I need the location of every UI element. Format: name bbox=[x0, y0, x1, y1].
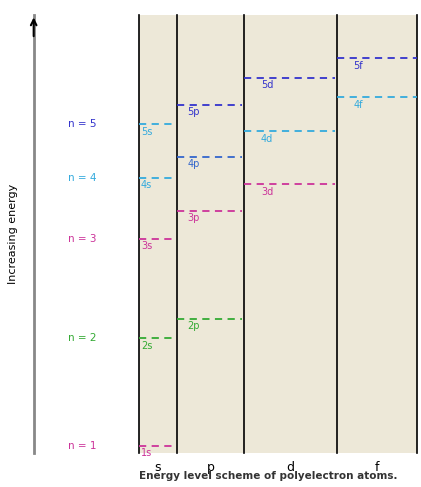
Text: Energy level scheme of polyelectron atoms.: Energy level scheme of polyelectron atom… bbox=[139, 471, 397, 481]
Text: n = 2: n = 2 bbox=[68, 334, 97, 343]
Text: 4s: 4s bbox=[141, 180, 152, 190]
Text: 1s: 1s bbox=[141, 448, 152, 458]
Bar bbox=[244, 15, 337, 453]
Text: 5p: 5p bbox=[187, 107, 200, 117]
Text: 4p: 4p bbox=[187, 159, 200, 169]
Text: 5s: 5s bbox=[141, 127, 152, 137]
Bar bbox=[177, 15, 244, 453]
Text: 4f: 4f bbox=[354, 100, 363, 110]
Text: 4d: 4d bbox=[261, 134, 273, 144]
Text: p: p bbox=[207, 461, 214, 474]
Text: 3s: 3s bbox=[141, 241, 152, 251]
Text: n = 5: n = 5 bbox=[68, 119, 97, 129]
Text: d: d bbox=[286, 461, 295, 474]
Text: n = 1: n = 1 bbox=[68, 441, 97, 450]
Text: 3d: 3d bbox=[261, 187, 273, 197]
Text: 5f: 5f bbox=[354, 61, 363, 71]
Text: 2s: 2s bbox=[141, 341, 152, 351]
Text: 3p: 3p bbox=[187, 213, 200, 224]
Text: 2p: 2p bbox=[187, 321, 200, 332]
Bar bbox=[139, 15, 177, 453]
Text: s: s bbox=[155, 461, 161, 474]
Text: Increasing energy: Increasing energy bbox=[8, 184, 18, 284]
Text: 5d: 5d bbox=[261, 80, 273, 91]
Text: f: f bbox=[375, 461, 379, 474]
Text: n = 4: n = 4 bbox=[68, 173, 97, 183]
Bar bbox=[337, 15, 417, 453]
Text: n = 3: n = 3 bbox=[68, 234, 97, 244]
